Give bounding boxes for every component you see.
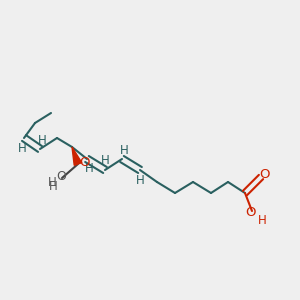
Text: H: H — [18, 142, 26, 154]
Text: O: O — [246, 206, 256, 218]
Text: O: O — [56, 170, 66, 184]
Text: O: O — [259, 169, 269, 182]
Text: H: H — [258, 214, 266, 226]
Text: H: H — [136, 173, 144, 187]
Text: H: H — [85, 163, 93, 176]
Text: O: O — [80, 155, 90, 169]
Text: H: H — [38, 134, 46, 146]
Text: H: H — [49, 179, 57, 193]
Text: H: H — [48, 176, 56, 190]
Text: H: H — [120, 143, 128, 157]
Polygon shape — [72, 147, 82, 165]
Text: H: H — [100, 154, 109, 167]
